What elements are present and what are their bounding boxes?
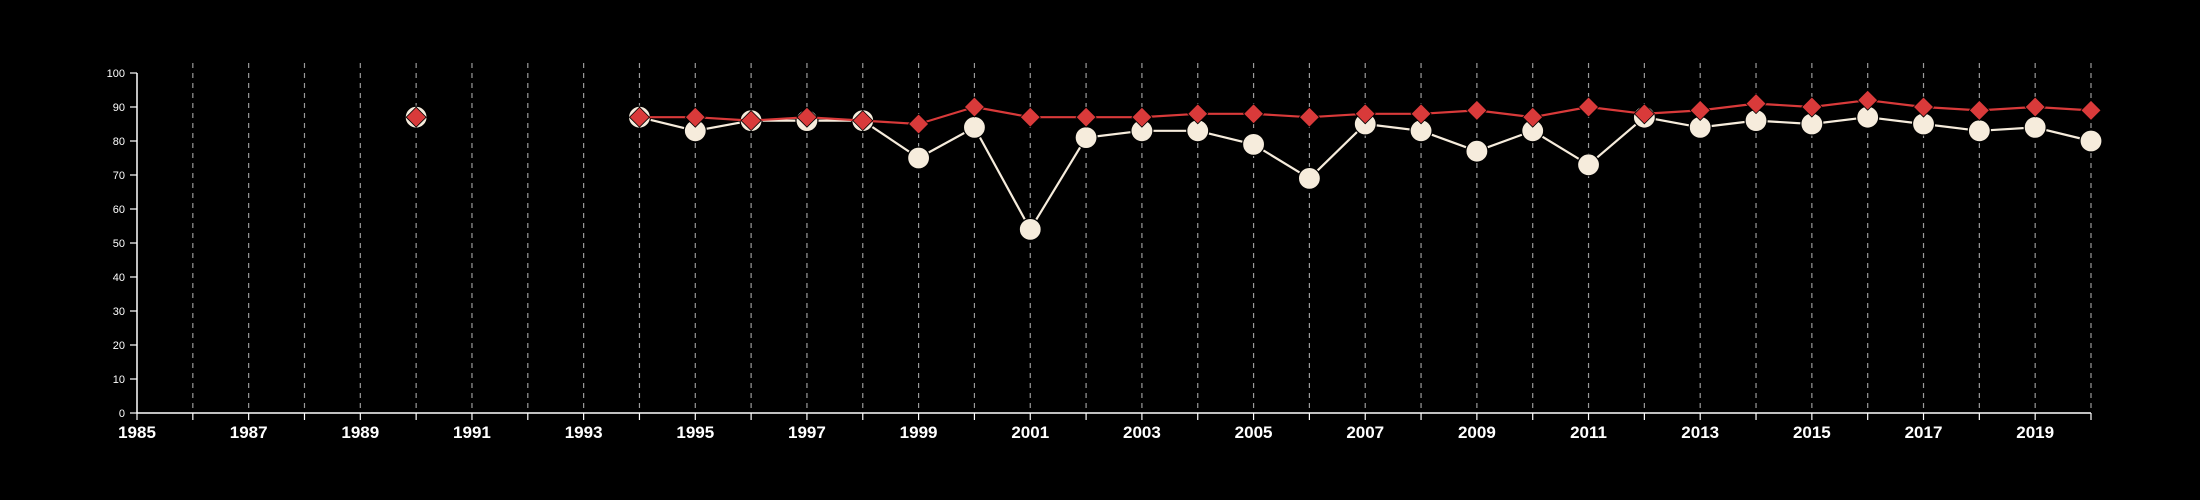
x-tick-label: 1985: [118, 423, 156, 442]
axes: 0 10 20 30 40 50 60 70 80 90 100 1985 1987 1989 1991 19…: [107, 68, 2092, 442]
y-tick-label: 20: [113, 340, 125, 352]
data-point-diamond: [1745, 93, 1767, 115]
data-point-circle: [906, 146, 931, 170]
x-tick-label: 1987: [230, 423, 268, 442]
x-tick-label: 1989: [341, 423, 379, 442]
data-point-circle: [2023, 115, 2047, 140]
series-layer: [404, 89, 2103, 241]
x-tick-label: 2009: [1458, 423, 1496, 442]
x-tick-label: 1999: [900, 423, 938, 442]
x-tick-label: 1993: [565, 423, 603, 442]
x-tick-label: 1997: [788, 423, 826, 442]
data-point-diamond: [1354, 103, 1376, 125]
data-point-diamond: [1689, 99, 1711, 121]
x-tick-label: 2011: [1570, 423, 1607, 442]
data-point-diamond: [1857, 89, 1879, 111]
data-point-circle: [962, 115, 987, 140]
data-point-diamond: [1243, 103, 1265, 125]
data-point-circle: [1018, 217, 1042, 241]
x-tick-label: 2015: [1793, 423, 1831, 442]
data-point-diamond: [405, 106, 427, 128]
x-tick-label: 2017: [1905, 423, 1943, 442]
series-diamond: [405, 89, 2102, 135]
x-tick-label: 2007: [1346, 423, 1384, 442]
y-tick-label: 30: [113, 306, 125, 318]
data-point-diamond: [628, 106, 651, 128]
data-point-diamond: [2080, 99, 2102, 121]
y-tick-label: 0: [119, 408, 125, 420]
y-tick-label: 10: [113, 374, 125, 386]
data-point-diamond: [2024, 96, 2046, 118]
data-point-diamond: [1466, 99, 1488, 121]
data-point-circle: [1967, 119, 1991, 143]
data-point-diamond: [740, 110, 762, 132]
data-point-diamond: [1577, 96, 1600, 118]
data-point-diamond: [1801, 96, 1823, 118]
series-line-segment: [973, 126, 1032, 230]
x-tick-label: 2001: [1011, 423, 1049, 442]
data-point-diamond: [1298, 106, 1320, 128]
data-point-diamond: [1187, 103, 1209, 125]
y-tick-label: 100: [107, 68, 125, 80]
x-tick-label: 2003: [1123, 423, 1161, 442]
series-line-segment: [1029, 137, 1088, 230]
data-point-diamond: [1019, 106, 1041, 128]
y-tick-label: 60: [113, 204, 125, 216]
data-point-circle: [2079, 129, 2103, 153]
data-point-diamond: [1131, 106, 1153, 128]
series-line-segment: [1532, 105, 1589, 119]
y-tick-label: 50: [113, 238, 125, 250]
data-point-diamond: [1522, 106, 1544, 128]
x-tick-label: 1995: [676, 423, 714, 442]
data-point-diamond: [1968, 99, 1990, 121]
series-line-segment: [1308, 123, 1366, 180]
data-point-circle: [1074, 126, 1098, 150]
data-point-diamond: [963, 96, 985, 118]
x-tick-label: 2019: [2016, 423, 2054, 442]
data-point-circle: [1576, 153, 1601, 177]
y-tick-label: 90: [113, 102, 125, 114]
data-point-diamond: [908, 113, 930, 135]
data-point-circle: [1297, 166, 1322, 190]
y-tick-label: 70: [113, 170, 125, 182]
series-line-segment: [918, 105, 975, 126]
data-point-diamond: [852, 110, 874, 132]
data-point-diamond: [1075, 106, 1097, 128]
x-tick-label: 1991: [453, 423, 491, 442]
data-point-circle: [1465, 139, 1489, 163]
data-point-diamond: [1410, 103, 1432, 125]
y-tick-label: 40: [113, 272, 125, 284]
data-point-circle: [1241, 132, 1266, 156]
series-line-segment: [974, 105, 1031, 119]
data-point-diamond: [1912, 96, 1935, 118]
data-point-diamond: [684, 106, 706, 128]
data-point-diamond: [796, 106, 818, 128]
x-tick-label: 2005: [1235, 423, 1273, 442]
series-line-segment: [1587, 116, 1646, 166]
data-point-diamond: [1633, 103, 1655, 125]
y-tick-label: 80: [113, 136, 125, 148]
x-tick-label: 2013: [1681, 423, 1719, 442]
